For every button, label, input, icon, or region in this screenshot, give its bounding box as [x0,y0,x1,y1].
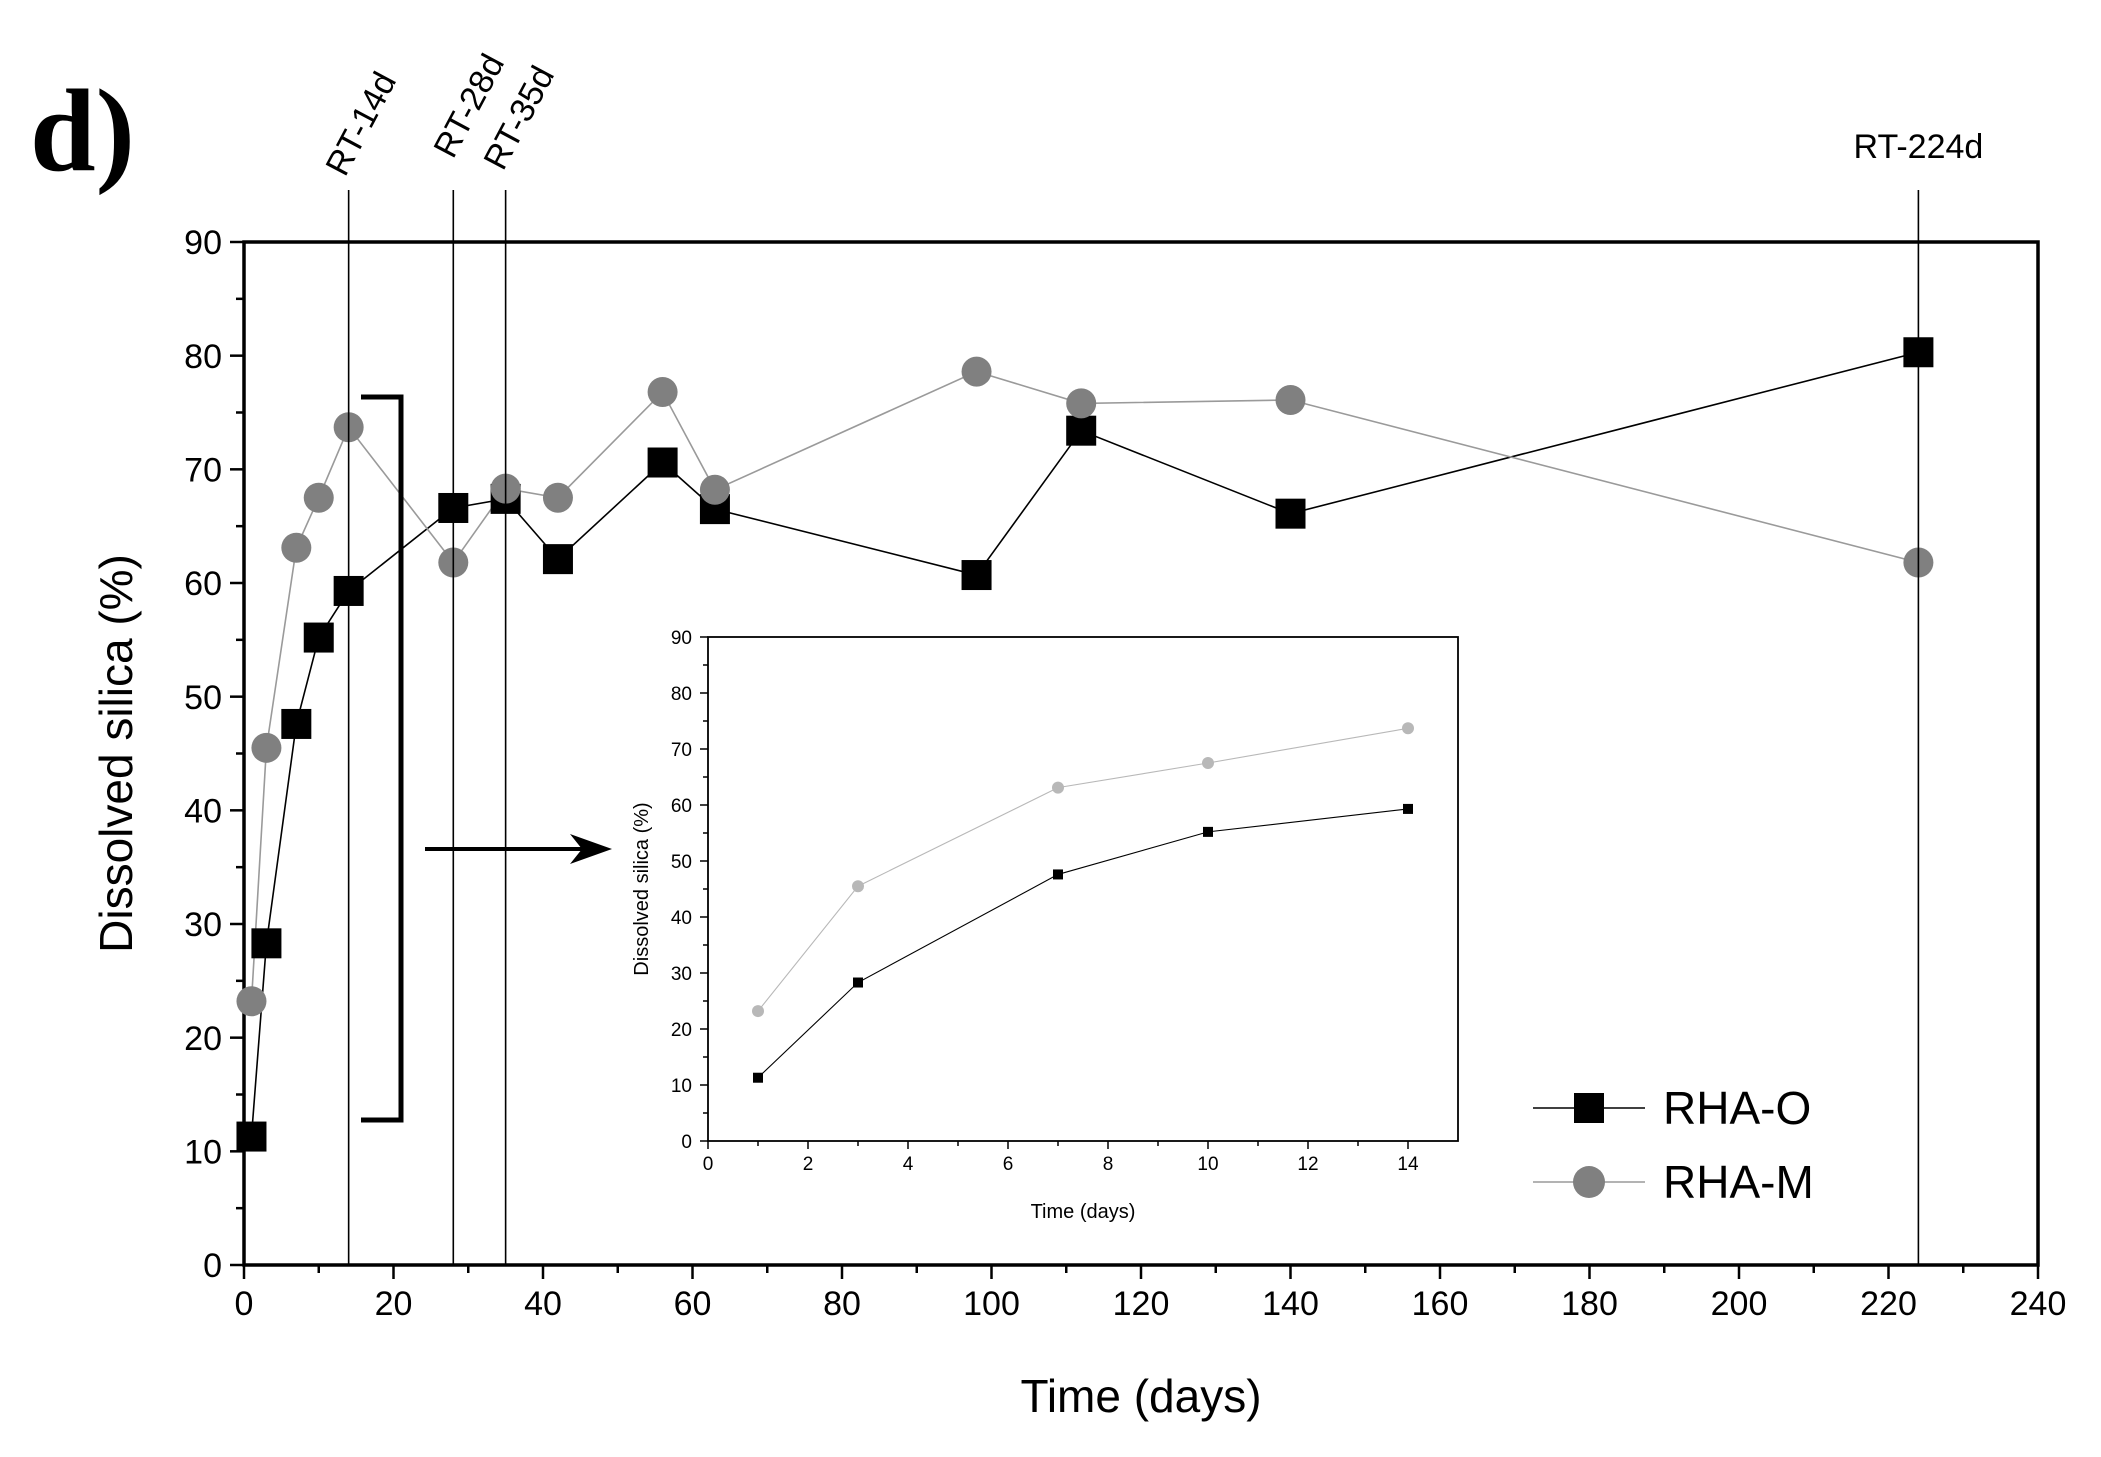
data-point-RHA-M [303,482,334,513]
reference-label-RT-14d: RT-14d [319,66,405,182]
inset-plot-x-tick-label: 10 [1197,1154,1218,1175]
legend: RHA-O RHA-M [1533,1082,1814,1208]
main-plot-y-tick-label: 60 [184,565,222,603]
main-plot-y-tick-label: 10 [184,1134,222,1172]
inset-plot-x-tick-label: 8 [1103,1154,1114,1175]
inset-plot-y-tick-label: 50 [671,852,692,873]
inset-plot-x-tick-label: 12 [1297,1154,1318,1175]
inset-plot-x-tick-label: 14 [1397,1154,1419,1175]
main-plot-x-tick-label: 80 [823,1285,861,1323]
data-point-RHA-M [961,356,992,387]
inset-plot-x-tick-label: 4 [903,1154,914,1175]
legend-marker-RHA-O [1574,1093,1604,1123]
main-plot-x-tick-label: 40 [524,1285,562,1323]
inset-plot-y-tick-label: 70 [671,740,692,761]
legend-marker-RHA-M [1573,1166,1605,1198]
legend-label-RHA-M: RHA-M [1663,1156,1814,1208]
panel-label: d) [30,65,135,196]
data-point-RHA-M [251,732,282,763]
data-point-RHA-M [1066,388,1097,419]
main-plot-x-tick-label: 140 [1262,1285,1319,1323]
data-point-RHA-O [647,447,678,478]
data-point-RHA-O [753,1072,763,1083]
main-plot-y-tick-label: 40 [184,793,222,831]
inset-plot-frame [707,636,1459,1142]
data-point-RHA-O [961,560,992,591]
data-point-RHA-M [647,377,678,408]
data-point-RHA-M [542,482,573,513]
data-point-RHA-M [1402,722,1414,735]
main-plot-y-axis-title: Dissolved silica (%) [90,554,142,953]
main-plot-x-tick-label: 0 [235,1285,254,1323]
data-point-RHA-O [303,622,334,653]
inset-plot-y-tick-label: 30 [671,964,692,985]
main-plot-y-tick-label: 0 [203,1247,222,1285]
data-point-RHA-O [1203,826,1213,837]
data-point-RHA-O [281,708,312,739]
inset-plot-y-tick-label: 80 [671,684,692,705]
reference-label-RT-224d: RT-224d [1854,128,1984,166]
inset-plot-y-axis-title: Dissolved silica (%) [631,802,653,975]
inset-plot-y-tick-label: 60 [671,796,692,817]
data-point-RHA-O [236,1121,267,1152]
main-plot-x-axis-title: Time (days) [1020,1370,1261,1422]
data-point-RHA-O [1066,415,1097,446]
bracket [361,394,404,1123]
inset-plot-x-axis-title: Time (days) [1031,1201,1136,1223]
inset-plot-x-tick-label: 6 [1003,1154,1014,1175]
data-point-RHA-M [1275,384,1306,415]
arrow-head [570,834,612,864]
main-plot-x-tick-label: 180 [1561,1285,1618,1323]
main-plot-x-tick-label: 220 [1860,1285,1917,1323]
inset-plot-y-tick-label: 0 [681,1132,692,1153]
data-point-RHA-M [1052,781,1064,794]
main-plot-x-tick-label: 60 [674,1285,712,1323]
main-plot-x-tick-label: 100 [963,1285,1020,1323]
inset-plot-y-tick-label: 40 [671,908,692,929]
main-plot-y-tick-label: 20 [184,1020,222,1058]
inset-plot-y-tick-label: 10 [671,1076,692,1097]
data-point-RHA-O [251,928,282,959]
main-plot-x-tick-label: 20 [375,1285,413,1323]
main-plot-y-tick-label: 50 [184,679,222,717]
inset-plot-x-tick-label: 2 [803,1154,814,1175]
data-point-RHA-M [236,986,267,1017]
inset-plot: 0 2 4 6 8 10 12 14 0 10 20 30 40 50 60 70 80 90 Time (days… [631,628,1459,1223]
data-point-RHA-M [281,532,312,563]
main-plot-x-tick-label: 240 [2010,1285,2067,1323]
data-point-RHA-O [1403,803,1413,814]
inset-plot-x-tick-label: 0 [703,1154,714,1175]
main-plot-y-tick-label: 30 [184,906,222,944]
main-plot-y-tick-label: 90 [184,224,222,262]
data-point-RHA-O [1053,869,1063,880]
data-point-RHA-O [1275,498,1306,529]
main-plot-x-tick-label: 160 [1412,1285,1469,1323]
data-point-RHA-O [542,544,573,575]
data-point-RHA-M [699,474,730,505]
main-plot-y-tick-label: 80 [184,338,222,376]
main-plot-y-tick-label: 70 [184,452,222,490]
inset-plot-y-tick-label: 90 [671,628,692,649]
inset-plot-y-tick-label: 20 [671,1020,692,1041]
data-point-RHA-M [1202,757,1214,769]
data-point-RHA-M [852,880,864,893]
legend-label-RHA-O: RHA-O [1663,1082,1811,1134]
main-plot-x-tick-label: 200 [1711,1285,1768,1323]
data-point-RHA-O [853,977,863,988]
main-plot-x-tick-label: 120 [1113,1285,1170,1323]
data-point-RHA-M [752,1005,764,1018]
